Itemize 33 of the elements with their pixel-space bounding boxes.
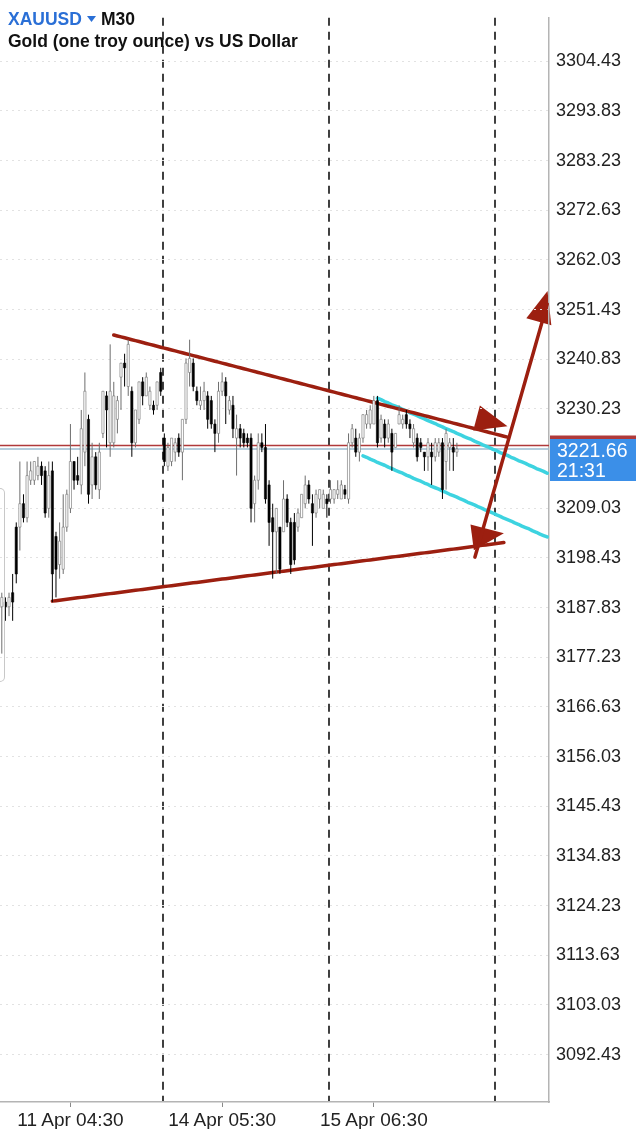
y-tick-label: 3156.03 xyxy=(556,745,622,766)
y-tick-label: 3103.03 xyxy=(556,993,622,1014)
candlestick xyxy=(314,489,318,519)
candlestick xyxy=(87,414,90,505)
x-tick-label: 11 Apr 04:30 xyxy=(17,1108,124,1129)
candlestick xyxy=(441,437,444,500)
y-tick-label: 3166.63 xyxy=(556,695,622,716)
y-tick-label: 3240.83 xyxy=(556,348,622,369)
y-tick-label: 3177.23 xyxy=(556,646,622,667)
y-tick-label: 3272.63 xyxy=(556,199,622,220)
y-tick-label: 3113.63 xyxy=(556,944,620,965)
x-tick-label: 14 Apr 05:30 xyxy=(168,1108,277,1129)
y-tick-label: 3124.23 xyxy=(556,894,622,915)
y-tick-label: 3209.03 xyxy=(556,497,622,518)
x-tick-label: 15 Apr 06:30 xyxy=(319,1108,428,1129)
candlestick xyxy=(72,461,76,491)
y-tick-label: 3262.03 xyxy=(556,248,622,269)
y-tick-label: 3251.43 xyxy=(556,298,622,319)
y-tick-label: 3187.83 xyxy=(556,596,622,617)
candlestick xyxy=(199,386,202,411)
y-tick-label: 3092.43 xyxy=(556,1043,622,1064)
y-tick-label: 3293.83 xyxy=(556,99,622,120)
y-tick-label: 3198.43 xyxy=(556,546,622,567)
y-tick-label: 3283.23 xyxy=(556,149,622,170)
y-tick-label: 3145.43 xyxy=(556,795,622,816)
ref-line-label: 3221.66 21:31 xyxy=(550,439,636,482)
candlestick xyxy=(235,414,238,477)
candlestick xyxy=(379,414,383,444)
chart-title: XAUUSD M30 xyxy=(8,9,135,29)
y-tick-label: 3134.83 xyxy=(556,844,622,865)
y-tick-label: 3304.43 xyxy=(556,50,622,71)
text: Gold (one troy ounce) vs US Dollar xyxy=(8,30,298,52)
y-tick-label: 3230.23 xyxy=(556,397,622,418)
